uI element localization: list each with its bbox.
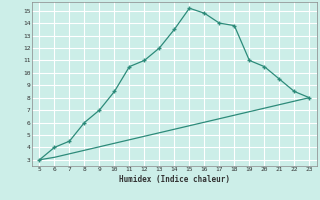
- X-axis label: Humidex (Indice chaleur): Humidex (Indice chaleur): [119, 175, 230, 184]
